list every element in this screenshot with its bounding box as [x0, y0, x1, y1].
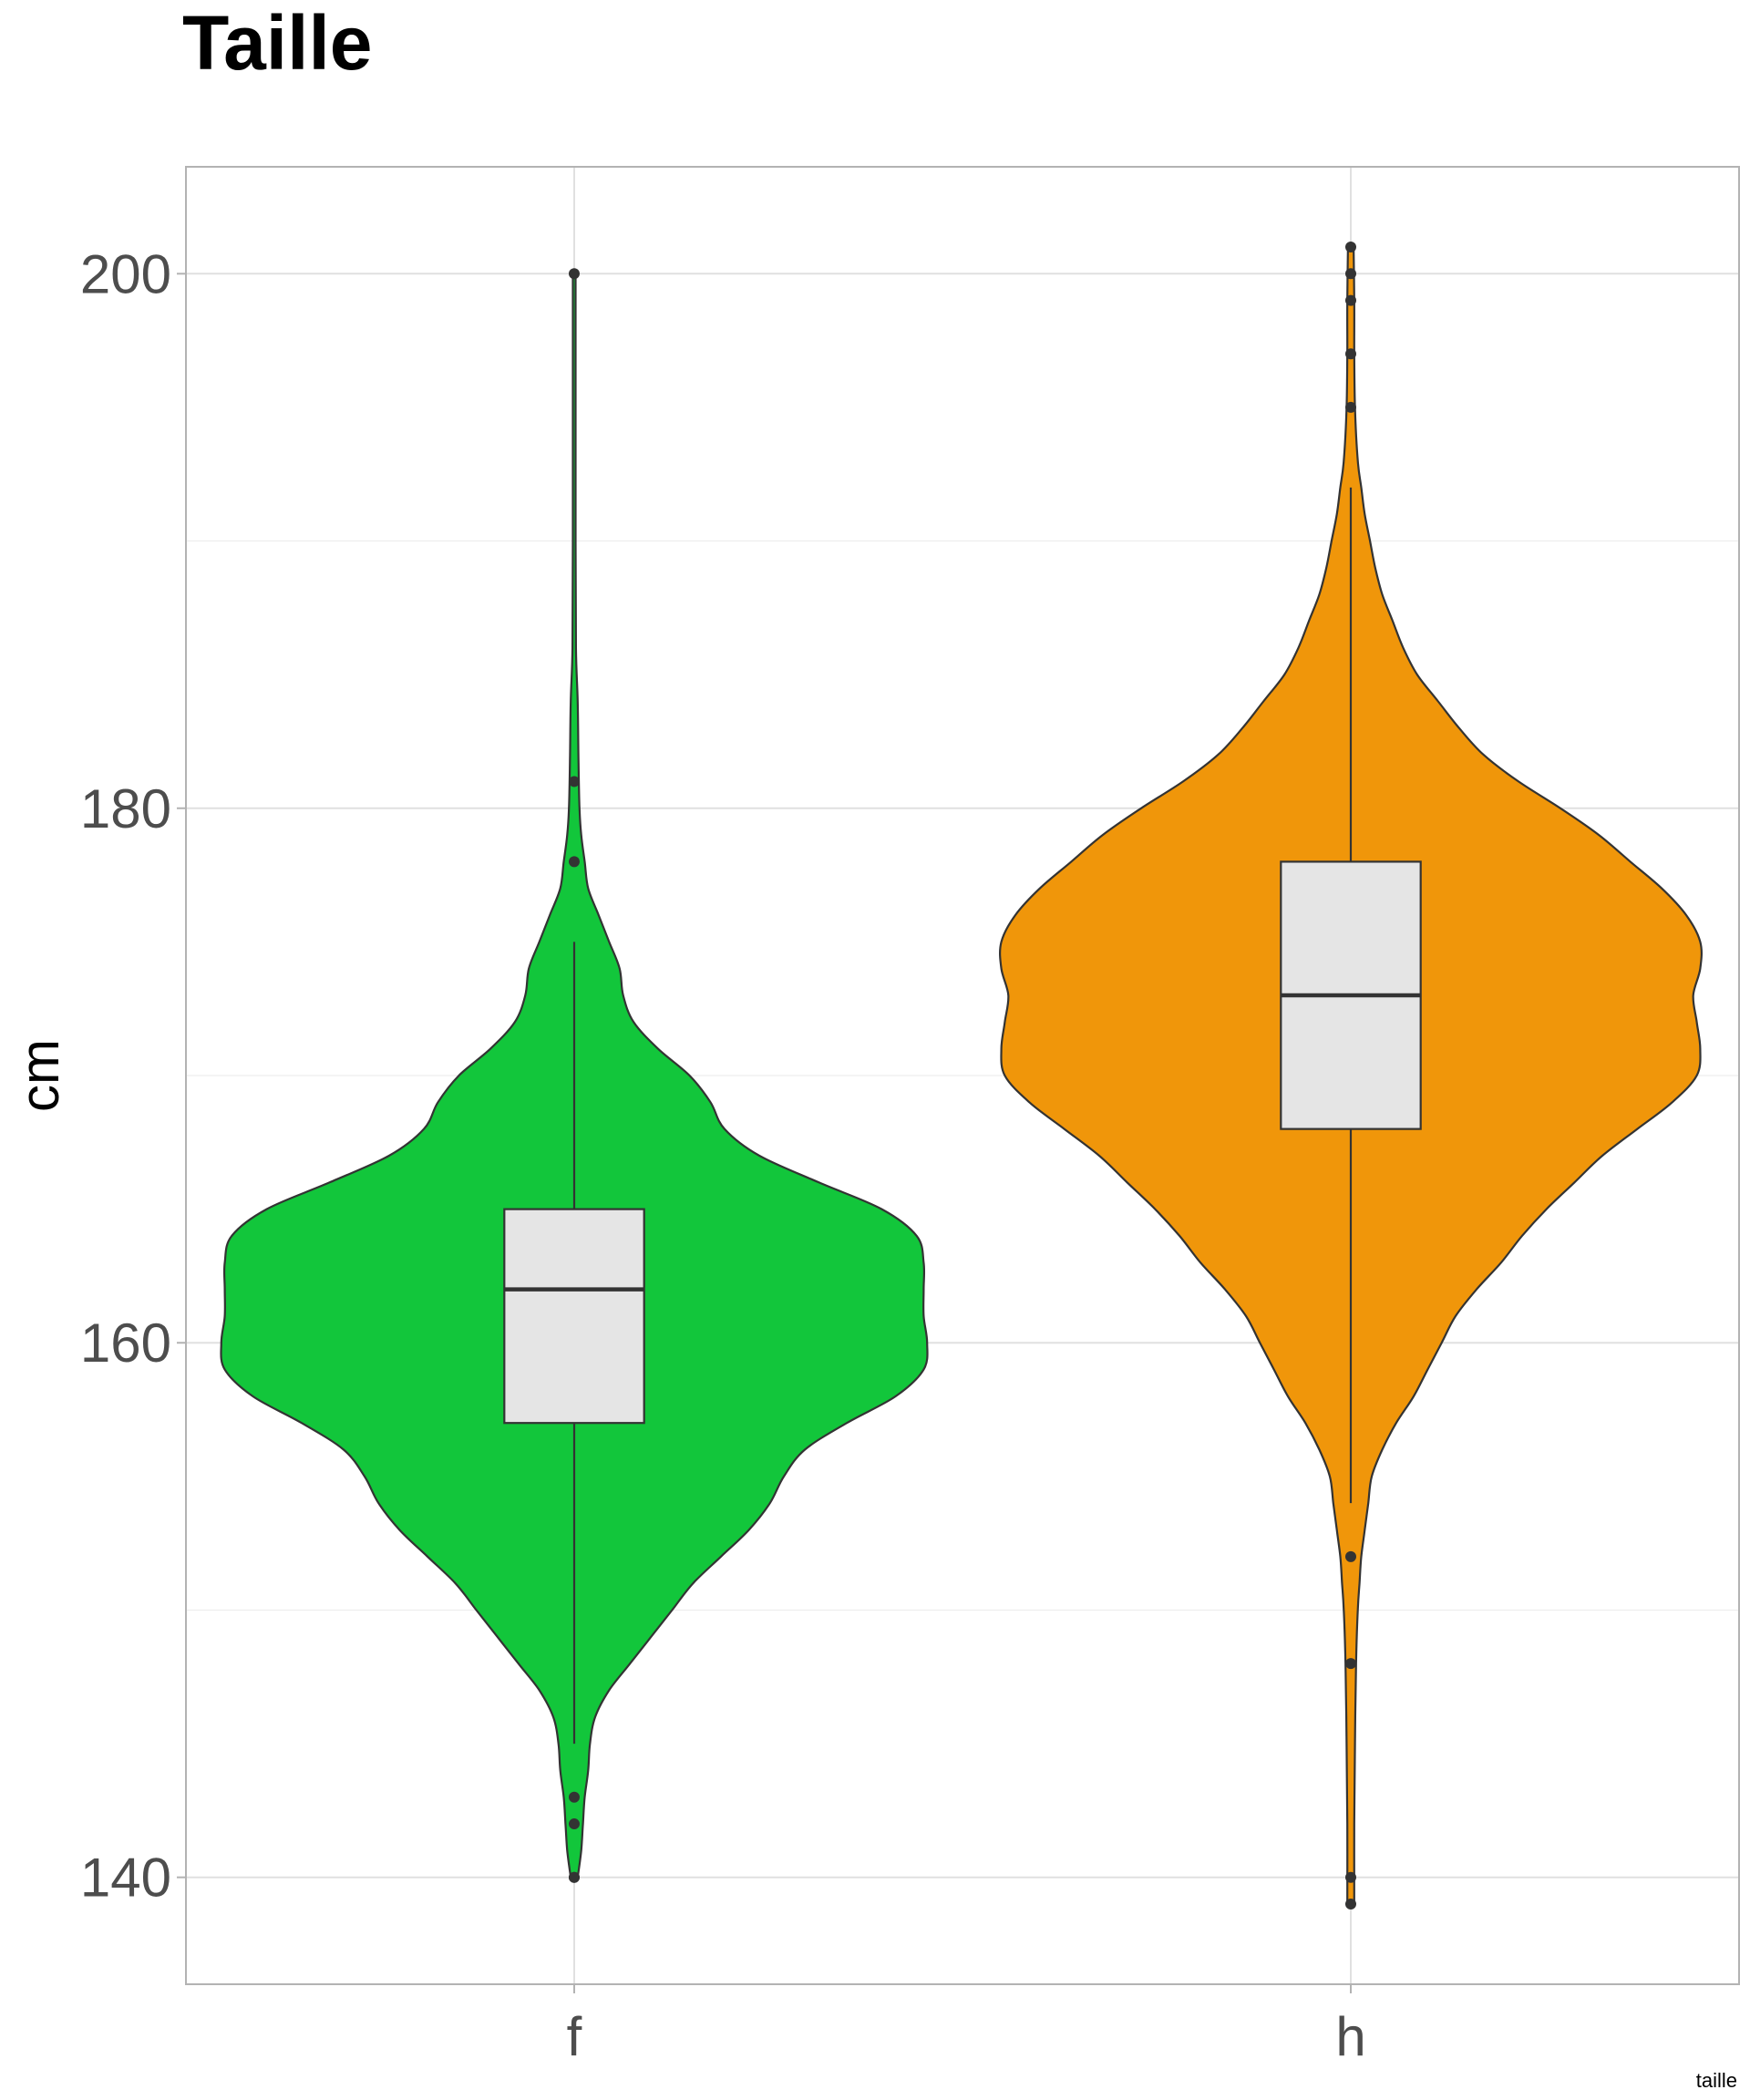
outlier-point-h: [1345, 1550, 1356, 1562]
outlier-point-h: [1345, 401, 1356, 413]
outlier-point-f: [569, 1818, 580, 1830]
outlier-point-f: [569, 856, 580, 868]
violin-group-h: [999, 241, 1703, 1910]
y-tick-label: 180: [80, 778, 171, 839]
outlier-point-h: [1345, 241, 1356, 252]
y-tick-label: 200: [80, 243, 171, 304]
outlier-point-h: [1345, 348, 1356, 360]
plot-panel-border: [185, 166, 1740, 1985]
violins: [220, 241, 1703, 1910]
y-axis-label: cm: [9, 1039, 70, 1112]
outlier-point-f: [569, 1871, 580, 1883]
x-tick-label: h: [1335, 2006, 1365, 2067]
outlier-point-h: [1345, 294, 1356, 306]
outlier-point-h: [1345, 1899, 1356, 1910]
y-axis-ticks: 140 160 180 200: [80, 243, 186, 1909]
outlier-point-f: [569, 268, 580, 280]
y-tick-label: 140: [80, 1848, 171, 1909]
outlier-point-h: [1345, 268, 1356, 280]
x-tick-label: f: [567, 2006, 582, 2067]
outlier-point-h: [1345, 1871, 1356, 1883]
chart-title: Taille: [182, 0, 373, 86]
outlier-point-f: [569, 1791, 580, 1803]
outlier-point-f: [569, 776, 580, 788]
chart-caption: taille: [1696, 2069, 1737, 2092]
violin-group-f: [220, 268, 929, 1883]
outlier-point-h: [1345, 1658, 1356, 1670]
y-tick-label: 160: [80, 1312, 171, 1374]
box-f: [503, 1208, 645, 1425]
